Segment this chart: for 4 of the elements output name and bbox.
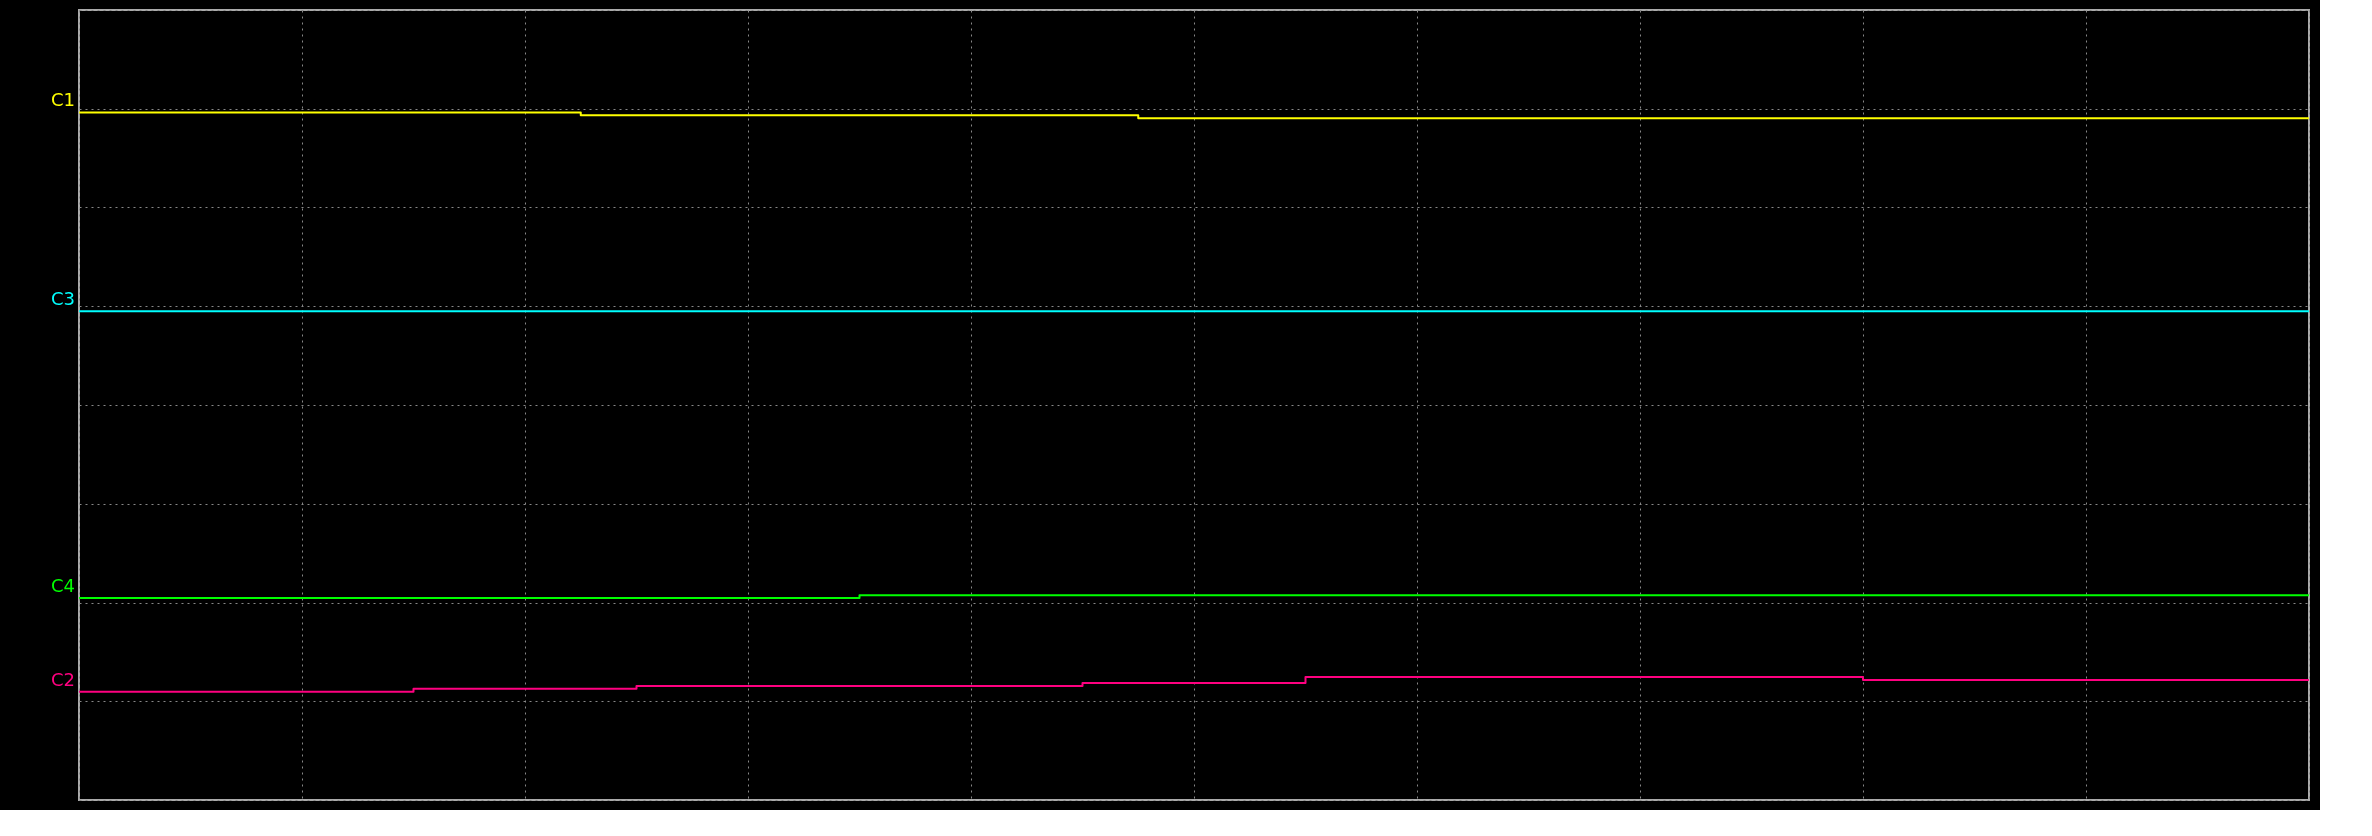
series-label: C1	[50, 89, 75, 111]
series-label: C3	[50, 288, 75, 310]
series-label: C4	[50, 575, 75, 597]
series-label: C2	[50, 668, 75, 690]
